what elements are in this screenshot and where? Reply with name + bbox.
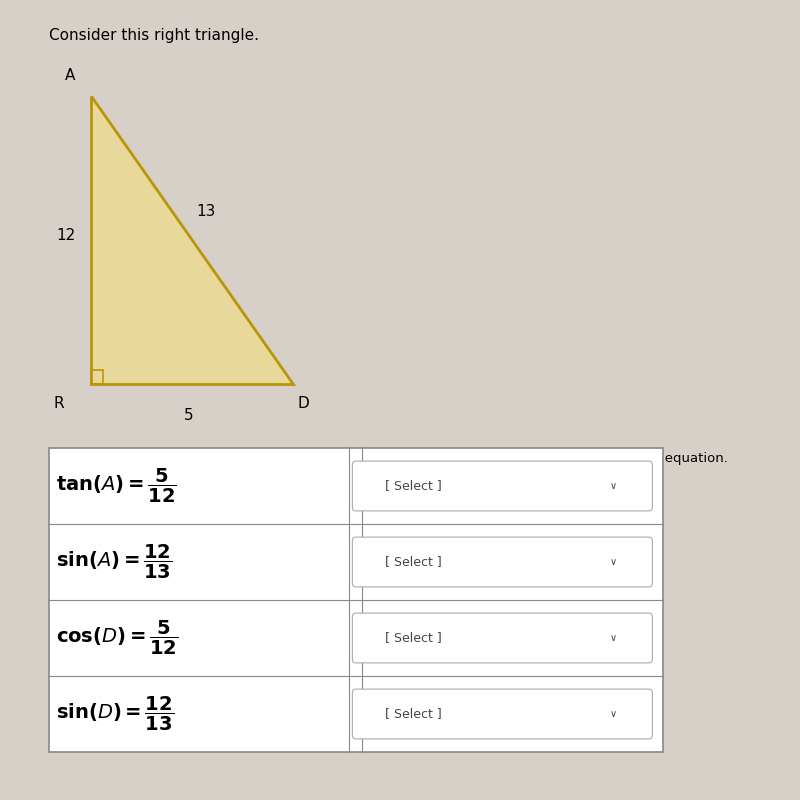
Text: $\mathbf{cos(}D\mathbf{) = \dfrac{5}{12}}$: $\mathbf{cos(}D\mathbf{) = \dfrac{5}{12}… xyxy=(56,619,178,657)
Text: ∨: ∨ xyxy=(610,709,618,719)
Text: ∨: ∨ xyxy=(610,481,618,491)
Text: [ Select ]: [ Select ] xyxy=(385,631,442,645)
Text: 12: 12 xyxy=(57,229,76,243)
Text: [ Select ]: [ Select ] xyxy=(385,707,442,721)
Text: [ Select ]: [ Select ] xyxy=(385,479,442,493)
Text: A: A xyxy=(65,69,75,83)
Text: R: R xyxy=(54,397,65,411)
Text: 13: 13 xyxy=(196,205,215,219)
Text: $\mathbf{sin(}D\mathbf{) = \dfrac{12}{13}}$: $\mathbf{sin(}D\mathbf{) = \dfrac{12}{13… xyxy=(56,695,174,733)
Text: [ Select ]: [ Select ] xyxy=(385,555,442,569)
Text: Consider this right triangle.: Consider this right triangle. xyxy=(49,28,259,43)
Text: Determine whether each equation is correct.  Select Yes or No using the dropdown: Determine whether each equation is corre… xyxy=(49,452,728,465)
Text: ∨: ∨ xyxy=(610,557,618,567)
Bar xyxy=(49,448,663,752)
FancyBboxPatch shape xyxy=(352,689,652,739)
FancyBboxPatch shape xyxy=(352,613,652,663)
Text: $\mathbf{tan(}A\mathbf{) = \dfrac{5}{12}}$: $\mathbf{tan(}A\mathbf{) = \dfrac{5}{12}… xyxy=(56,467,177,505)
Polygon shape xyxy=(90,96,293,384)
Text: ∨: ∨ xyxy=(610,633,618,643)
Text: 5: 5 xyxy=(183,409,193,423)
Text: D: D xyxy=(298,397,310,411)
Text: $\mathbf{sin(}A\mathbf{) = \dfrac{12}{13}}$: $\mathbf{sin(}A\mathbf{) = \dfrac{12}{13… xyxy=(56,543,172,581)
FancyBboxPatch shape xyxy=(352,537,652,587)
FancyBboxPatch shape xyxy=(352,461,652,511)
